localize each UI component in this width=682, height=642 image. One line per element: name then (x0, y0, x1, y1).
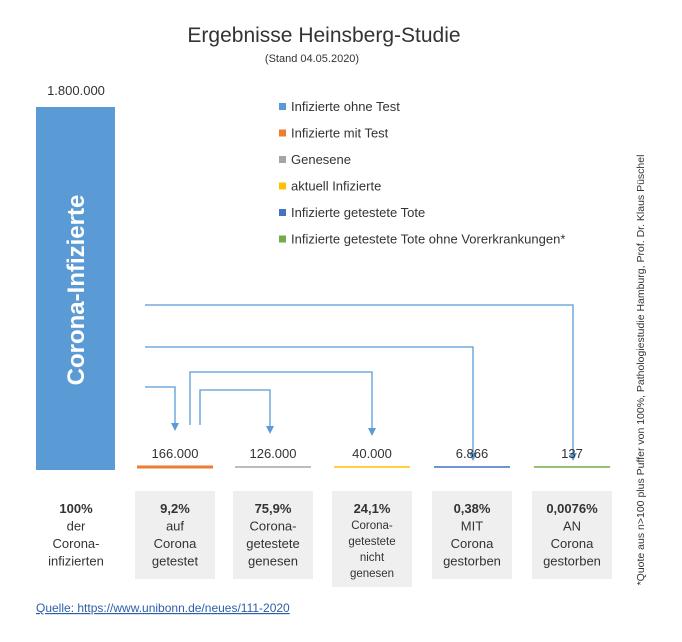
value-label: 126.000 (250, 446, 297, 461)
title: Ergebnisse Heinsberg-Studie (187, 24, 460, 47)
legend-swatch (279, 156, 286, 163)
caption-line: MIT (461, 519, 483, 534)
caption-line: Corona (154, 536, 197, 551)
caption-line: gestorben (443, 554, 501, 569)
caption-line: 0,0076% (546, 501, 598, 516)
caption-line: 100% (59, 501, 93, 516)
caption-line: infizierten (48, 554, 104, 569)
caption-box (532, 491, 612, 579)
legend-label: Infizierte ohne Test (291, 99, 400, 114)
caption-line: gestorben (543, 554, 601, 569)
caption-line: der (67, 519, 86, 534)
caption-line: getestet (152, 554, 199, 569)
caption-line: AN (563, 519, 581, 534)
caption-box (233, 491, 313, 579)
caption-box (135, 491, 215, 579)
subtitle: (Stand 04.05.2020) (265, 53, 359, 65)
caption-line: genesen (248, 554, 298, 569)
legend-label: Genesene (291, 152, 351, 167)
value-label: 1.800.000 (47, 83, 105, 98)
legend-label: aktuell Infizierte (291, 179, 381, 194)
legend-swatch (279, 182, 286, 190)
caption-line: 9,2% (160, 501, 190, 516)
legend-swatch (279, 129, 286, 137)
caption-line: 24,1% (354, 501, 391, 516)
legend-swatch (279, 103, 286, 110)
caption-line: Corona- (250, 519, 297, 534)
arrows (145, 304, 577, 461)
value-label: 137 (561, 446, 583, 461)
legend-label: Infizierte getestete Tote (291, 205, 425, 220)
caption-line: nicht (360, 552, 385, 564)
caption-line: getestete (348, 536, 395, 548)
value-label: 6.866 (456, 446, 489, 461)
legend-label: Infizierte getestete Tote ohne Vorerkran… (291, 232, 565, 247)
source-link[interactable]: Quelle: https://www.unibonn.de/neues/111… (36, 601, 290, 615)
caption-line: Corona (551, 536, 594, 551)
caption-line: auf (166, 519, 184, 534)
value-label: 40.000 (352, 446, 392, 461)
caption-line: Corona- (351, 520, 393, 532)
legend-swatch (279, 209, 286, 216)
caption-line: Corona (451, 536, 494, 551)
caption-line: getestete (246, 536, 300, 551)
caption-box (332, 491, 412, 587)
caption-line: Corona- (53, 536, 100, 551)
caption-line: 75,9% (255, 501, 292, 516)
side-note: *Quote aus n>100 plus Puffer von 100%, P… (635, 155, 647, 586)
main-bar (36, 107, 115, 470)
legend-swatch (279, 235, 286, 243)
value-label: 166.000 (152, 446, 199, 461)
main-bar-label: Corona-Infizierte (63, 195, 90, 386)
caption-box (432, 491, 512, 579)
caption-line: 0,38% (454, 501, 491, 516)
caption-line: genesen (350, 568, 394, 580)
legend-label: Infizierte mit Test (291, 126, 389, 141)
